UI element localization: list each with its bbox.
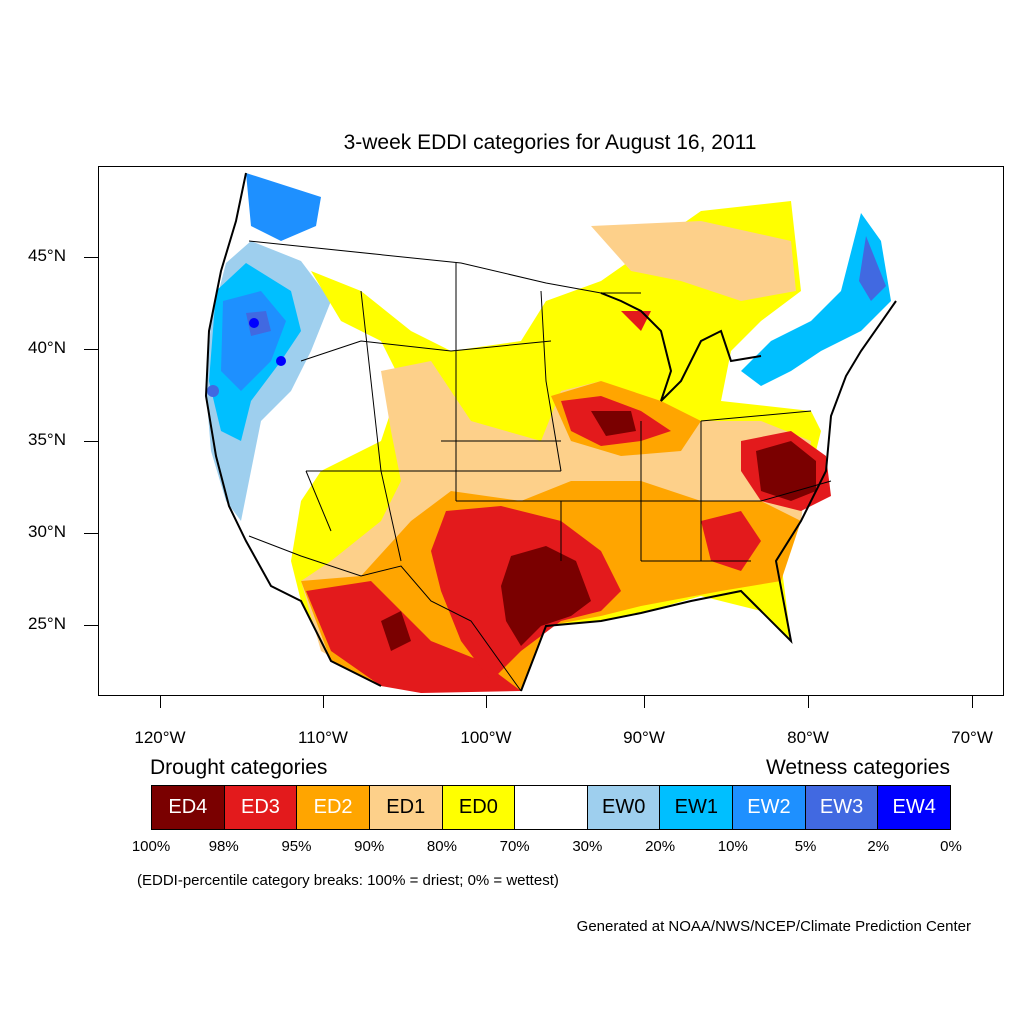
legend-percent-label: 95% [281, 838, 312, 855]
x-tick-mark [808, 696, 809, 708]
y-tick-mark [84, 533, 98, 534]
region-ed4-texas [501, 546, 591, 646]
map-panel [98, 166, 1004, 696]
region-ew2-west [221, 291, 286, 391]
x-tick-mark [486, 696, 487, 708]
legend-cell: EW2 [733, 786, 806, 829]
region-ed3-southeast [701, 511, 761, 571]
legend-percent-label: 20% [645, 838, 676, 855]
region-ew4-spot [276, 356, 286, 366]
region-ed3-lakes [621, 311, 651, 331]
legend-cell: ED1 [369, 786, 443, 829]
boundaries [248, 240, 832, 692]
y-tick-mark [84, 441, 98, 442]
map-title: 3-week EDDI categories for August 16, 20… [343, 131, 757, 154]
region-ew3-northeast [859, 236, 886, 301]
x-tick-label: 110°W [298, 728, 348, 747]
legend-cell: ED0 [442, 786, 516, 829]
region-ed1-north [591, 221, 796, 301]
legend-percent-label: 100% [131, 838, 171, 855]
legend-percent-label: 5% [794, 838, 817, 855]
x-tick-label: 90°W [623, 728, 665, 747]
state-lines [300, 263, 832, 562]
category-note: (EDDI-percentile category breaks: 100% =… [137, 872, 559, 889]
legend-cell: EW1 [660, 786, 734, 829]
x-tick-mark [972, 696, 973, 708]
legend-percent-label: 10% [717, 838, 748, 855]
x-tick-label: 80°W [787, 728, 829, 747]
x-tick-mark [644, 696, 645, 708]
x-tick-label: 100°W [460, 728, 512, 747]
region-ew1-northeast [741, 213, 891, 386]
legend-cell: ED2 [297, 786, 370, 829]
legend-cell: ED3 [224, 786, 298, 829]
region-ed4-virginia [756, 441, 816, 501]
y-tick-label: 30°N [28, 522, 66, 541]
y-tick-mark [84, 349, 98, 350]
coastline [204, 172, 897, 692]
legend-percent-label: 30% [572, 838, 603, 855]
legend-percent-label: 0% [940, 838, 962, 855]
x-tick-mark [323, 696, 324, 708]
eddi-map [204, 172, 897, 695]
legend-colorbar: ED4 ED3 ED2 ED1 ED0 EW0 EW1 EW2 EW3 EW4 [151, 785, 951, 830]
region-ed4-midwest [591, 411, 636, 436]
region-ew4-spot [249, 318, 259, 328]
x-tick-label: 70°W [951, 728, 993, 747]
y-tick-label: 45°N [28, 246, 66, 265]
credit-text: Generated at NOAA/NWS/NCEP/Climate Predi… [576, 918, 971, 935]
region-ed4-southwest [381, 611, 411, 651]
x-tick-label: 120°W [134, 728, 186, 747]
legend-percent-label: 90% [354, 838, 385, 855]
legend-percent-label: 80% [426, 838, 457, 855]
legend-percent-label: 70% [499, 838, 530, 855]
legend-cell: EW4 [878, 786, 951, 829]
legend-cell: ED4 [152, 786, 225, 829]
canada-border [248, 240, 641, 294]
x-tick-mark [160, 696, 161, 708]
y-tick-label: 40°N [28, 338, 66, 357]
y-tick-mark [84, 257, 98, 258]
region-ew3-spot [207, 385, 219, 397]
y-tick-label: 25°N [28, 614, 66, 633]
mexico-border [248, 535, 522, 692]
legend-cell [515, 786, 588, 829]
legend-cell: EW0 [587, 786, 661, 829]
wetness-heading: Wetness categories [765, 756, 950, 779]
region-ew2-nw [246, 173, 321, 241]
legend-cell: EW3 [805, 786, 879, 829]
drought-heading: Drought categories [150, 756, 328, 779]
y-tick-mark [84, 625, 98, 626]
y-tick-label: 35°N [28, 430, 66, 449]
region-ed3-southwest [306, 581, 521, 693]
legend-percent-label: 98% [208, 838, 239, 855]
legend-percent-label: 2% [867, 838, 890, 855]
